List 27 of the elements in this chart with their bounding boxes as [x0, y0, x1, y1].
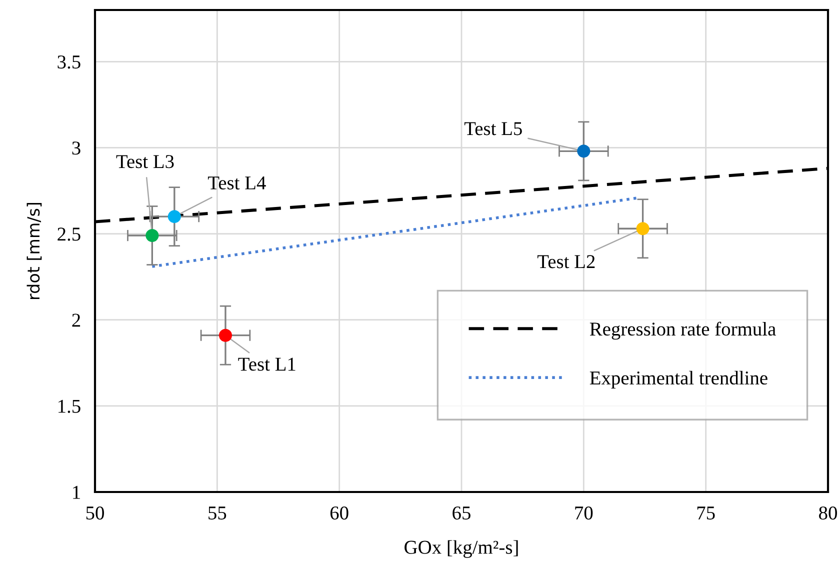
- y-axis-title: rdot [mm/s]: [26, 202, 42, 299]
- x-tick-label: 50: [86, 506, 104, 520]
- y-tick-label: 3.5: [58, 56, 80, 69]
- annotation: Test L3: [116, 155, 174, 168]
- y-tick-label: 1: [73, 486, 80, 499]
- point: [168, 210, 181, 224]
- point: [577, 144, 590, 158]
- x-tick-label: 80: [819, 506, 837, 520]
- point: [146, 229, 159, 242]
- y-tick-label: 2: [72, 314, 80, 327]
- annotation: Test L2: [537, 255, 595, 268]
- x-axis-title: GOx [kg/m²-s]: [404, 540, 518, 558]
- x-tick-label: 60: [330, 506, 348, 520]
- x-tick-label: 70: [575, 506, 593, 520]
- y-tick-label: 2.5: [58, 228, 80, 241]
- annotation: Test L1: [238, 358, 296, 371]
- y-tick-label: 3: [72, 142, 80, 155]
- y-tick-label: 1.5: [58, 400, 80, 413]
- legend-label: Experimental trendline: [590, 370, 768, 389]
- legend-label: Regression rate formula: [590, 322, 776, 340]
- point: [636, 222, 650, 236]
- x-tick-label: 55: [208, 506, 226, 520]
- annotation: Test L5: [464, 122, 522, 136]
- annotation: Test L4: [208, 176, 266, 190]
- x-tick-label: 75: [697, 506, 715, 520]
- x-tick-label: 65: [452, 506, 470, 520]
- point: [218, 328, 232, 342]
